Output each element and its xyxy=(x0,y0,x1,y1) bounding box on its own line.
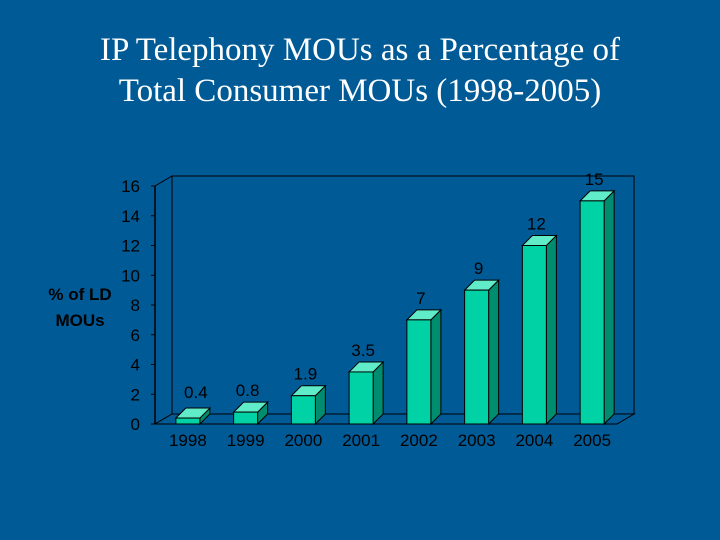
chart-title-line-1: IP Telephony MOUs as a Percentage of xyxy=(99,32,621,68)
bar xyxy=(175,417,201,425)
bar xyxy=(290,395,316,425)
data-label: 1.9 xyxy=(294,365,318,384)
data-label: 15 xyxy=(585,170,604,189)
y-tick-label: 12 xyxy=(121,237,140,256)
chart-title: IP Telephony MOUs as a Percentage of Tot… xyxy=(0,30,720,112)
y-tick-label: 16 xyxy=(121,177,140,196)
data-label: 12 xyxy=(527,215,546,234)
bar-side xyxy=(603,189,615,426)
x-tick-label: 2005 xyxy=(573,431,611,450)
bar xyxy=(464,289,490,425)
y-axis-label: % of LD MOUs xyxy=(48,285,112,330)
x-tick-label: 2003 xyxy=(458,431,496,450)
data-label: 0.8 xyxy=(236,381,260,400)
back-wall xyxy=(171,175,635,415)
x-tick-label: 1999 xyxy=(227,431,265,450)
side-wall xyxy=(154,175,173,425)
bar xyxy=(406,319,432,425)
y-tick-label: 4 xyxy=(131,356,140,375)
x-tick-label: 1998 xyxy=(169,431,207,450)
data-label: 9 xyxy=(474,259,483,278)
bar xyxy=(579,200,605,425)
data-label: 0.4 xyxy=(184,383,208,402)
y-tick-label: 14 xyxy=(121,207,140,226)
bar-side xyxy=(430,308,442,426)
x-tick-label: 2000 xyxy=(284,431,322,450)
data-label: 7 xyxy=(416,289,425,308)
x-tick-label: 2002 xyxy=(400,431,438,450)
y-tick-label: 6 xyxy=(131,326,140,345)
data-label: 3.5 xyxy=(351,341,375,360)
bar xyxy=(521,245,547,425)
y-tick-label: 10 xyxy=(121,266,140,285)
y-tick-label: 8 xyxy=(131,296,140,315)
x-tick-label: 2001 xyxy=(342,431,380,450)
y-tick-label: 2 xyxy=(131,385,140,404)
x-tick-label: 2004 xyxy=(515,431,553,450)
bar xyxy=(348,371,374,425)
bar xyxy=(233,411,259,425)
bar-side xyxy=(372,360,384,426)
bar-side xyxy=(545,234,557,426)
chart-title-line-2: Total Consumer MOUs (1998-2005) xyxy=(118,73,602,109)
y-tick-label: 0 xyxy=(131,415,140,434)
bar-side xyxy=(488,278,500,426)
floor xyxy=(153,413,636,425)
